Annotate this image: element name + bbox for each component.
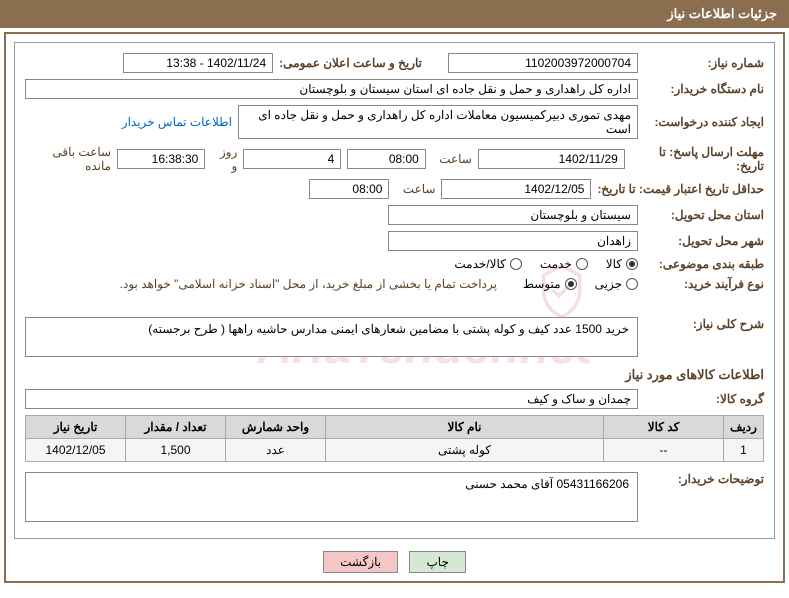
goods-group-value: چمدان و ساک و کیف	[25, 389, 638, 409]
delivery-city-value: زاهدان	[388, 231, 638, 251]
radio-dot-icon	[510, 258, 522, 270]
general-desc-value: خرید 1500 عدد کیف و کوله پشتی با مضامین …	[25, 317, 638, 357]
delivery-province-value: سیستان و بلوچستان	[388, 205, 638, 225]
buyer-org-label: نام دستگاه خریدار:	[644, 82, 764, 96]
radio-medium[interactable]: متوسط	[523, 277, 577, 291]
radio-medium-label: متوسط	[523, 277, 561, 291]
cell-qty: 1,500	[126, 439, 226, 462]
response-time-value: 08:00	[347, 149, 426, 169]
radio-minor-label: جزیی	[595, 277, 622, 291]
subject-radio-group: کالا خدمت کالا/خدمت	[454, 257, 638, 271]
buyer-notes-value: 05431166206 آقای محمد حسنی	[25, 472, 638, 522]
price-validity-date-value: 1402/12/05	[441, 179, 591, 199]
process-radio-group: جزیی متوسط	[523, 277, 638, 291]
goods-group-label: گروه کالا:	[644, 392, 764, 406]
subject-class-label: طبقه بندی موضوعی:	[644, 257, 764, 271]
form-container: شماره نیاز: 1102003972000704 تاریخ و ساع…	[14, 42, 775, 539]
announce-date-label: تاریخ و ساعت اعلان عمومی:	[279, 56, 422, 70]
time-label-2: ساعت	[395, 182, 435, 196]
table-row: 1 -- کوله پشتی عدد 1,500 1402/12/05	[26, 439, 764, 462]
cell-unit: عدد	[226, 439, 326, 462]
radio-minor[interactable]: جزیی	[595, 277, 638, 291]
radio-service[interactable]: خدمت	[540, 257, 588, 271]
col-row: ردیف	[724, 416, 764, 439]
col-code: کد کالا	[604, 416, 724, 439]
radio-goods[interactable]: کالا	[606, 257, 638, 271]
goods-info-header: اطلاعات کالاهای مورد نیاز	[25, 367, 764, 383]
radio-dot-icon	[576, 258, 588, 270]
response-deadline-label: مهلت ارسال پاسخ: تا تاریخ:	[631, 145, 764, 173]
col-date: تاریخ نیاز	[26, 416, 126, 439]
need-number-value: 1102003972000704	[448, 53, 638, 73]
cell-date: 1402/12/05	[26, 439, 126, 462]
page-title: جزئیات اطلاعات نیاز	[0, 0, 789, 28]
request-creator-value: مهدی تموری دبیرکمیسیون معاملات اداره کل …	[238, 105, 638, 139]
price-validity-label: حداقل تاریخ اعتبار قیمت: تا تاریخ:	[597, 182, 764, 196]
cell-name: کوله پشتی	[326, 439, 604, 462]
buyer-org-value: اداره کل راهداری و حمل و نقل جاده ای است…	[25, 79, 638, 99]
delivery-province-label: استان محل تحویل:	[644, 208, 764, 222]
col-qty: تعداد / مقدار	[126, 416, 226, 439]
delivery-city-label: شهر محل تحویل:	[644, 234, 764, 248]
main-container: شماره نیاز: 1102003972000704 تاریخ و ساع…	[4, 32, 785, 583]
back-button[interactable]: بازگشت	[323, 551, 398, 573]
remaining-label: ساعت باقی مانده	[25, 145, 111, 173]
radio-goods-service-label: کالا/خدمت	[454, 257, 505, 271]
request-creator-label: ایجاد کننده درخواست:	[644, 115, 764, 129]
day-and-label: روز و	[211, 145, 237, 173]
payment-note: پرداخت تمام یا بخشی از مبلغ خرید، از محل…	[120, 277, 497, 291]
remaining-days-value: 4	[243, 149, 341, 169]
purchase-process-label: نوع فرآیند خرید:	[644, 277, 764, 291]
col-unit: واحد شمارش	[226, 416, 326, 439]
radio-dot-icon	[626, 258, 638, 270]
buyer-notes-label: توضیحات خریدار:	[644, 472, 764, 486]
print-button[interactable]: چاپ	[409, 551, 465, 573]
price-validity-time-value: 08:00	[309, 179, 389, 199]
contact-buyer-link[interactable]: اطلاعات تماس خریدار	[122, 115, 232, 129]
radio-dot-icon	[565, 278, 577, 290]
radio-service-label: خدمت	[540, 257, 572, 271]
goods-table: ردیف کد کالا نام کالا واحد شمارش تعداد /…	[25, 415, 764, 462]
time-label-1: ساعت	[432, 152, 472, 166]
col-name: نام کالا	[326, 416, 604, 439]
radio-dot-icon	[626, 278, 638, 290]
cell-code: --	[604, 439, 724, 462]
response-date-value: 1402/11/29	[478, 149, 625, 169]
general-desc-label: شرح کلی نیاز:	[644, 317, 764, 331]
remaining-time-value: 16:38:30	[117, 149, 205, 169]
cell-row: 1	[724, 439, 764, 462]
button-row: چاپ بازگشت	[14, 551, 775, 573]
radio-goods-service[interactable]: کالا/خدمت	[454, 257, 521, 271]
need-number-label: شماره نیاز:	[644, 56, 764, 70]
radio-goods-label: کالا	[606, 257, 622, 271]
announce-date-value: 1402/11/24 - 13:38	[123, 53, 273, 73]
